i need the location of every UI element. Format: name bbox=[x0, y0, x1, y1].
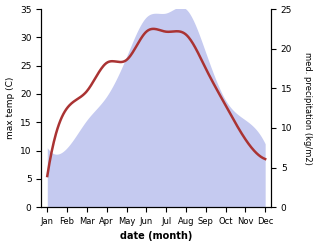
Y-axis label: med. precipitation (kg/m2): med. precipitation (kg/m2) bbox=[303, 52, 313, 165]
Y-axis label: max temp (C): max temp (C) bbox=[5, 77, 15, 139]
X-axis label: date (month): date (month) bbox=[120, 231, 192, 242]
